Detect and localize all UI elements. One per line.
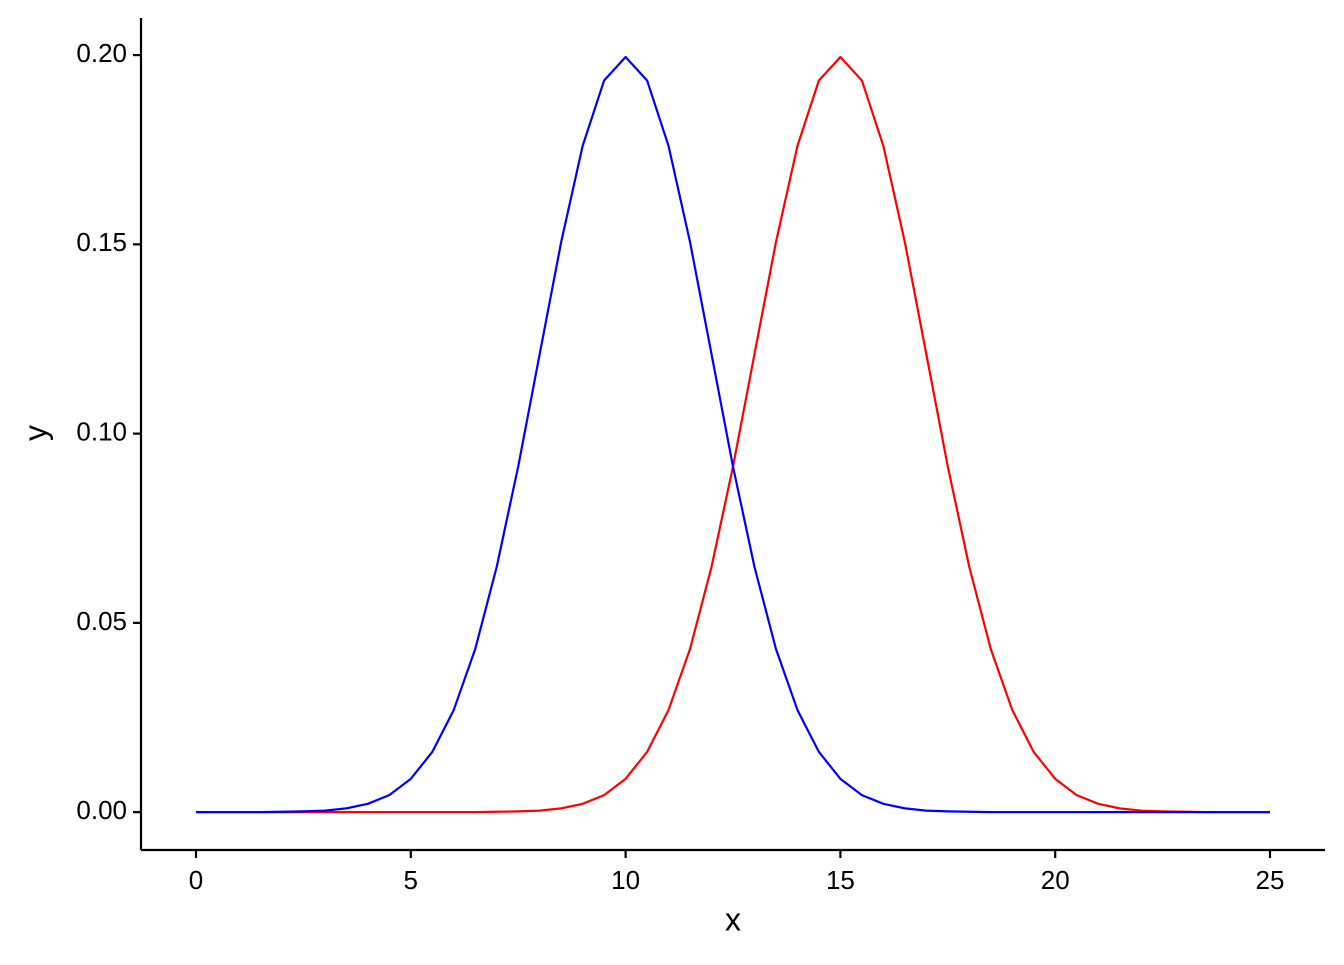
x-tick-label: 25 — [1256, 865, 1285, 895]
x-tick-label: 10 — [611, 865, 640, 895]
y-tick-label: 0.10 — [76, 416, 127, 446]
x-tick-label: 15 — [826, 865, 855, 895]
x-tick-label: 0 — [189, 865, 203, 895]
line-series — [195, 55, 1271, 814]
x-axis-title: x — [725, 901, 741, 937]
x-tick-label: 20 — [1041, 865, 1070, 895]
y-tick-label: 0.20 — [76, 38, 127, 68]
x-tick-label: 5 — [404, 865, 418, 895]
y-axis-title: y — [17, 425, 53, 441]
line-series — [195, 55, 1271, 814]
y-tick-label: 0.05 — [76, 606, 127, 636]
y-tick-label: 0.15 — [76, 227, 127, 257]
y-tick-label: 0.00 — [76, 795, 127, 825]
